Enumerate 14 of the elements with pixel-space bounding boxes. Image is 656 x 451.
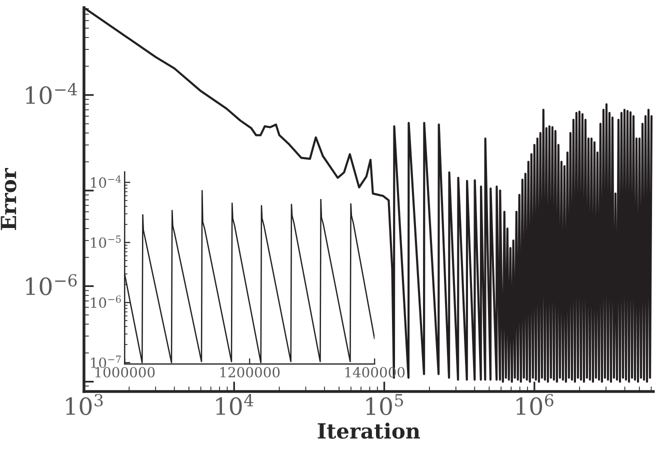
x-axis-title: Iteration [318, 422, 420, 439]
y-tick-label: 10$^{−6}$ [26, 274, 77, 296]
x-tick-label: 1200000 [220, 366, 280, 378]
x-tick-label: 10$^{4}$ [216, 394, 254, 416]
y-tick-label: 10$^{−6}$ [91, 295, 121, 308]
x-tick-label: 10$^{3}$ [66, 394, 103, 416]
y-axis-title: Error [0, 168, 16, 230]
y-tick-label: 10$^{−4}$ [91, 175, 122, 188]
y-tick-label: 10$^{−4}$ [26, 82, 77, 104]
x-tick-label: 10$^{5}$ [366, 394, 403, 416]
x-tick-label: 1000000 [95, 366, 155, 378]
x-tick-label: 10$^{6}$ [516, 394, 554, 416]
y-tick-label: 10$^{−5}$ [91, 236, 121, 248]
y-tick-label: 10$^{−7}$ [91, 356, 121, 368]
